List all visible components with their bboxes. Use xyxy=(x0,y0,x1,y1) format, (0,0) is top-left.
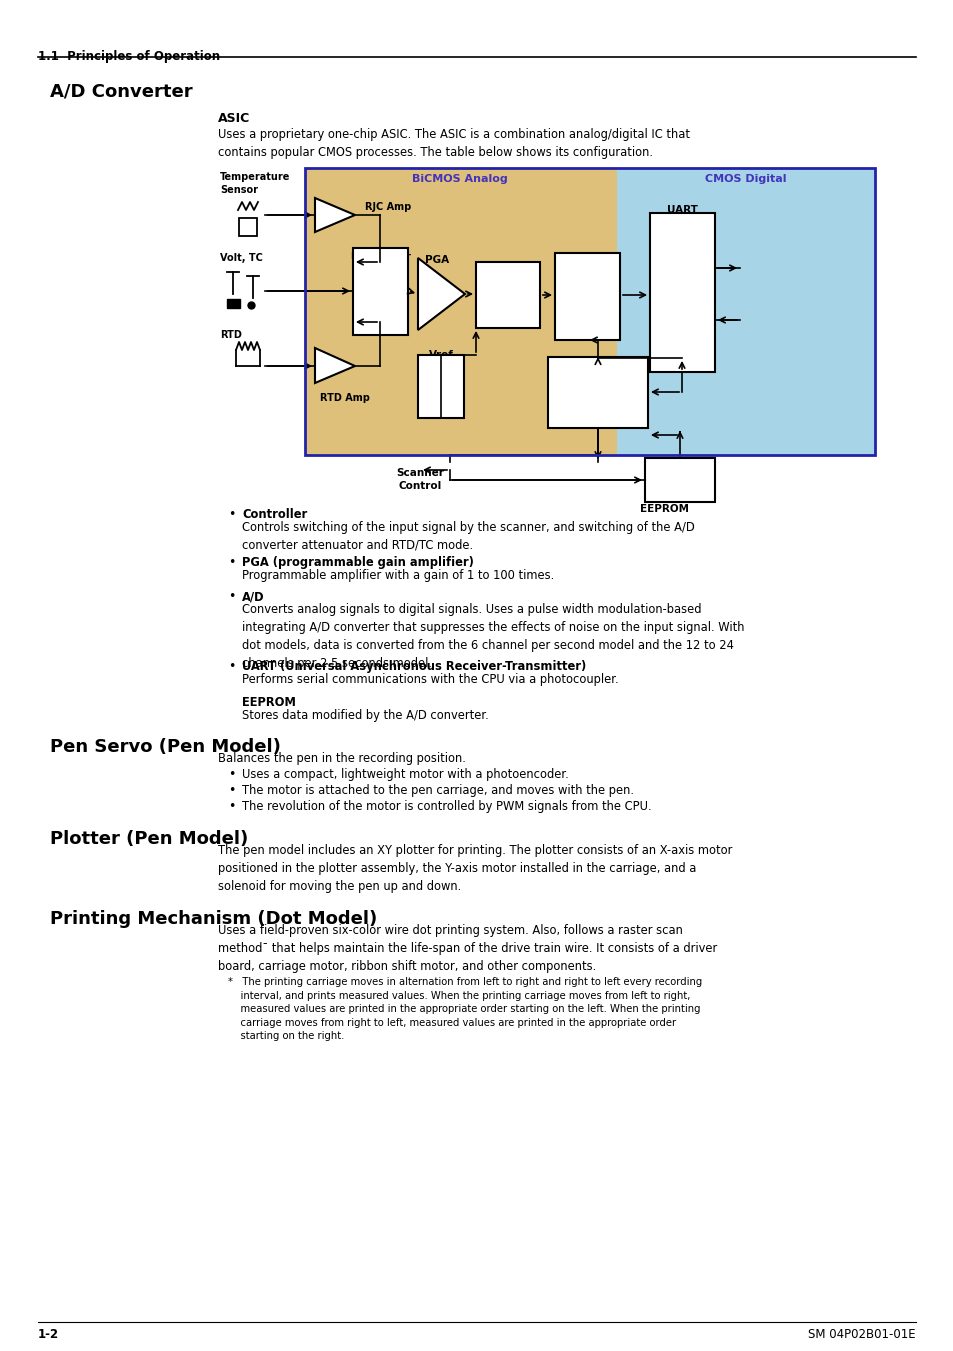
Text: EEPROM: EEPROM xyxy=(242,696,295,709)
Text: •: • xyxy=(228,800,235,813)
Text: A/D: A/D xyxy=(242,590,264,603)
Polygon shape xyxy=(417,258,464,330)
Text: Digital
Filter: Digital Filter xyxy=(567,278,606,303)
Text: Multiplexer: Multiplexer xyxy=(350,253,411,261)
Bar xyxy=(227,299,240,308)
Text: •: • xyxy=(228,590,235,603)
Text: •: • xyxy=(228,508,235,521)
Text: Uses a compact, lightweight motor with a photoencoder.: Uses a compact, lightweight motor with a… xyxy=(242,767,568,781)
Text: •: • xyxy=(228,784,235,797)
Text: CMOS Digital: CMOS Digital xyxy=(704,174,786,184)
Text: Converts analog signals to digital signals. Uses a pulse width modulation-based
: Converts analog signals to digital signa… xyxy=(242,603,743,670)
Text: •: • xyxy=(228,557,235,569)
Bar xyxy=(476,262,539,328)
Text: Controls switching of the input signal by the scanner, and switching of the A/D
: Controls switching of the input signal b… xyxy=(242,521,694,553)
Text: PGA (programmable gain amplifier): PGA (programmable gain amplifier) xyxy=(242,557,474,569)
Bar xyxy=(644,458,714,503)
Text: PGA: PGA xyxy=(424,255,449,265)
Bar xyxy=(547,357,647,428)
Text: 1.1  Principles of Operation: 1.1 Principles of Operation xyxy=(38,50,220,63)
Text: EEPROM: EEPROM xyxy=(639,504,688,513)
Text: Vref: Vref xyxy=(428,350,453,359)
Text: Plotter (Pen Model): Plotter (Pen Model) xyxy=(50,830,248,848)
Polygon shape xyxy=(314,199,355,232)
Text: Uses a field-proven six-color wire dot printing system. Also, follows a raster s: Uses a field-proven six-color wire dot p… xyxy=(218,924,717,973)
Bar xyxy=(555,253,619,340)
Text: A/D Converter: A/D Converter xyxy=(50,82,193,100)
Text: •: • xyxy=(228,661,235,673)
Polygon shape xyxy=(314,349,355,382)
Text: Temperature
Sensor: Temperature Sensor xyxy=(220,172,290,195)
Text: UART: UART xyxy=(666,205,698,215)
Text: RTD Amp: RTD Amp xyxy=(319,393,370,403)
Text: *   The printing carriage moves in alternation from left to right and right to l: * The printing carriage moves in alterna… xyxy=(228,977,701,1042)
Text: SM 04P02B01-01E: SM 04P02B01-01E xyxy=(807,1328,915,1342)
Text: •: • xyxy=(228,767,235,781)
Bar xyxy=(239,218,256,236)
Bar xyxy=(305,168,874,455)
Text: 1-2: 1-2 xyxy=(38,1328,59,1342)
Text: Printing Mechanism (Dot Model): Printing Mechanism (Dot Model) xyxy=(50,911,376,928)
Bar xyxy=(305,168,617,455)
Text: The pen model includes an XY plotter for printing. The plotter consists of an X-: The pen model includes an XY plotter for… xyxy=(218,844,732,893)
Text: Scanner
Control: Scanner Control xyxy=(395,467,443,492)
Text: BiCMOS Analog: BiCMOS Analog xyxy=(412,174,507,184)
Text: RTD: RTD xyxy=(220,330,242,340)
Text: Pen Servo (Pen Model): Pen Servo (Pen Model) xyxy=(50,738,280,757)
Text: A/D: A/D xyxy=(497,284,518,295)
Text: Uses a proprietary one-chip ASIC. The ASIC is a combination analog/digital IC th: Uses a proprietary one-chip ASIC. The AS… xyxy=(218,128,689,159)
Bar xyxy=(353,249,408,335)
Bar xyxy=(417,355,463,417)
Text: The motor is attached to the pen carriage, and moves with the pen.: The motor is attached to the pen carriag… xyxy=(242,784,634,797)
Bar xyxy=(305,168,874,455)
Text: Programmable amplifier with a gain of 1 to 100 times.: Programmable amplifier with a gain of 1 … xyxy=(242,569,554,582)
Text: Controller: Controller xyxy=(242,508,307,521)
Text: Volt, TC: Volt, TC xyxy=(220,253,263,263)
Text: RJC Amp: RJC Amp xyxy=(365,203,411,212)
Text: Stores data modified by the A/D converter.: Stores data modified by the A/D converte… xyxy=(242,709,488,721)
Text: Balances the pen in the recording position.: Balances the pen in the recording positi… xyxy=(218,753,465,765)
Text: UART (Universal Asynchronous Receiver-Transmitter): UART (Universal Asynchronous Receiver-Tr… xyxy=(242,661,586,673)
Text: ASIC: ASIC xyxy=(218,112,250,126)
Bar xyxy=(649,213,714,372)
Text: Performs serial communications with the CPU via a photocoupler.: Performs serial communications with the … xyxy=(242,673,618,686)
Text: The revolution of the motor is controlled by PWM signals from the CPU.: The revolution of the motor is controlle… xyxy=(242,800,651,813)
Text: Controller: Controller xyxy=(566,381,629,392)
